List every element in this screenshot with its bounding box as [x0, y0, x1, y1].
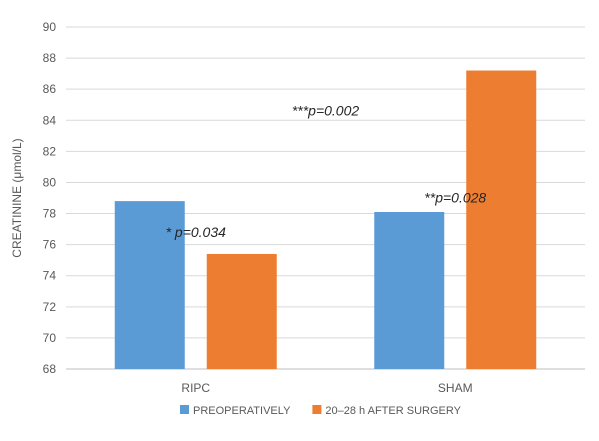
legend-label: PREOPERATIVELY [193, 405, 291, 417]
bar [374, 211, 445, 369]
y-tick-labels: 68 70 72 74 76 78 80 82 84 86 88 90 [43, 20, 57, 376]
bar [466, 70, 537, 369]
x-tick-label: RIPC [181, 381, 210, 395]
significance-annotation: * p=0.034 [166, 224, 227, 240]
significance-annotation: ***p=0.002 [292, 103, 360, 119]
legend-label: 20–28 h AFTER SURGERY [325, 405, 461, 417]
y-tick-label: 84 [43, 113, 57, 127]
significance-annotation: **p=0.028 [424, 190, 486, 206]
bar [114, 201, 185, 369]
bar [206, 253, 277, 369]
x-tick-label: SHAM [438, 381, 473, 395]
y-tick-label: 70 [43, 331, 57, 345]
legend-swatch [180, 405, 189, 414]
y-tick-label: 80 [43, 175, 57, 189]
y-tick-label: 74 [43, 269, 57, 283]
y-tick-label: 88 [43, 51, 57, 65]
y-tick-label: 86 [43, 82, 57, 96]
x-tick-labels: RIPC SHAM [181, 381, 472, 395]
y-tick-label: 78 [43, 207, 57, 221]
bars [114, 70, 537, 369]
legend: PREOPERATIVELY 20–28 h AFTER SURGERY [180, 405, 462, 417]
legend-swatch [312, 405, 322, 414]
y-tick-label: 72 [43, 300, 57, 314]
y-tick-label: 76 [43, 238, 57, 252]
y-tick-label: 82 [43, 144, 57, 158]
y-tick-label: 90 [43, 20, 57, 34]
y-tick-label: 68 [43, 362, 57, 376]
annotations: * p=0.034 **p=0.028 ***p=0.002 [166, 103, 487, 240]
y-axis-label: CREATININE (μmol/L) [10, 138, 24, 257]
